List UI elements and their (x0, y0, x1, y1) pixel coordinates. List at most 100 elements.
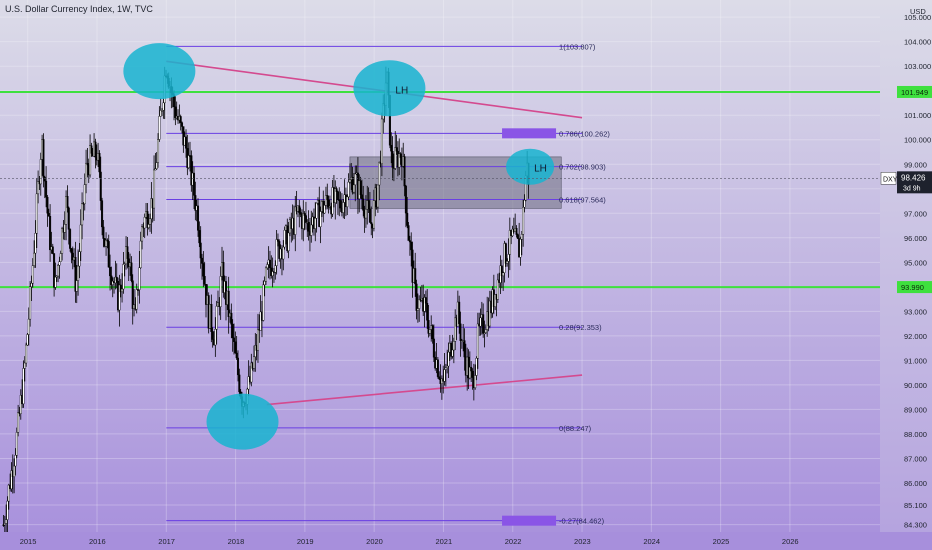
candle-body (158, 116, 161, 140)
candle-body (474, 375, 477, 389)
time-axis-band (0, 532, 932, 550)
candle-body (138, 267, 141, 290)
candle-body (304, 215, 307, 223)
candle-body (475, 358, 478, 376)
candle-body (109, 266, 112, 277)
candle-body (131, 280, 134, 309)
candle-body (70, 248, 73, 254)
candle-body (506, 261, 509, 264)
candle-body (39, 159, 42, 185)
candle-body (119, 284, 122, 293)
price-tick-label: 96.000 (904, 234, 927, 243)
candle-body (315, 202, 318, 219)
candle-body (423, 297, 426, 312)
candle-body (342, 202, 345, 213)
candle-body (482, 314, 485, 334)
candle-body (359, 180, 362, 195)
candle-body (376, 184, 379, 208)
candle-body (55, 275, 58, 278)
candle-body (438, 376, 441, 380)
candle-body (426, 303, 429, 321)
time-tick-label: 2019 (297, 537, 314, 546)
candle-body (78, 251, 81, 267)
price-tick-label: 105.000 (904, 13, 931, 22)
fib-level-marker (502, 515, 557, 526)
candle-body (476, 323, 479, 359)
candle-body (307, 222, 310, 232)
candle-body (468, 366, 471, 379)
candle-body (155, 162, 158, 169)
candle-body (347, 181, 350, 198)
time-axis: 2015 2016 2017 2018 2019 2020 2021 2022 2023 2024… (0, 532, 932, 550)
candle-body (360, 194, 363, 200)
candle-body (19, 395, 22, 414)
candle-body (27, 318, 30, 335)
candle-body (516, 234, 519, 239)
candle-body (67, 207, 70, 230)
candle-body (13, 465, 16, 478)
fib-level-label: 0.28(92.353) (559, 323, 602, 332)
time-tick-label: 2023 (574, 537, 591, 546)
candle-body (471, 370, 474, 378)
candle-body (115, 276, 118, 282)
candle-body (459, 323, 462, 341)
symbol-tag-text: DXY (883, 176, 898, 183)
candle-body (390, 144, 393, 152)
candle-body (395, 147, 398, 152)
candle-body (63, 224, 66, 233)
candle-body (214, 329, 217, 346)
candle-body (275, 239, 278, 266)
fib-retracement: 1(103.807) 0.786(100.262) 0.702(98.903) 0.6… (166, 42, 610, 526)
candle-body (282, 246, 285, 260)
candle-body (463, 340, 466, 358)
candle-body (348, 179, 351, 183)
candle-body (81, 203, 84, 226)
candle-body (75, 280, 78, 292)
candle-body (185, 136, 188, 149)
candle-body (327, 199, 330, 208)
time-tick-label: 2017 (158, 537, 175, 546)
candle-body (232, 337, 235, 342)
price-tick-label: 84.300 (904, 521, 927, 530)
candle-body (416, 308, 419, 311)
fib-level-label: -0.27(84.462) (559, 517, 605, 526)
candle-body (372, 200, 375, 229)
candle-body (57, 264, 60, 277)
candle-body (496, 279, 499, 300)
candle-body (135, 289, 138, 310)
candle-body (338, 199, 341, 201)
candle-body (334, 188, 337, 203)
candle-body (94, 141, 97, 158)
chart-title: U.S. Dollar Currency Index, 1W, TVC (5, 4, 153, 14)
candle-body (399, 153, 402, 158)
highlight-ellipses: LH LH (123, 43, 555, 450)
level-price-tag-text: 101.949 (901, 88, 928, 97)
lower-high-label: LH (534, 164, 547, 175)
candle-body (335, 188, 338, 192)
candle-body (89, 145, 92, 176)
candle-body (35, 193, 38, 234)
candle-body (523, 199, 526, 208)
candle-body (250, 362, 253, 383)
candle-body (202, 263, 205, 277)
candle-body (500, 265, 503, 277)
time-tick-label: 2018 (228, 537, 245, 546)
candle-body (414, 268, 417, 285)
price-tick-label: 101.000 (904, 111, 931, 120)
highlight-ellipse (206, 393, 279, 450)
candle-body (266, 264, 269, 269)
time-tick-label: 2015 (20, 537, 37, 546)
candle-body (86, 162, 89, 166)
candle-body (137, 289, 140, 291)
candle-body (17, 412, 20, 433)
candle-body (252, 356, 255, 369)
candle-body (59, 253, 62, 262)
candle-body (26, 334, 29, 346)
candle-body (351, 177, 354, 193)
price-tick-label: 89.000 (904, 405, 927, 414)
candle-body (150, 198, 153, 220)
candle-body (197, 205, 200, 231)
candle-body (46, 196, 49, 214)
candle-body (79, 224, 82, 252)
